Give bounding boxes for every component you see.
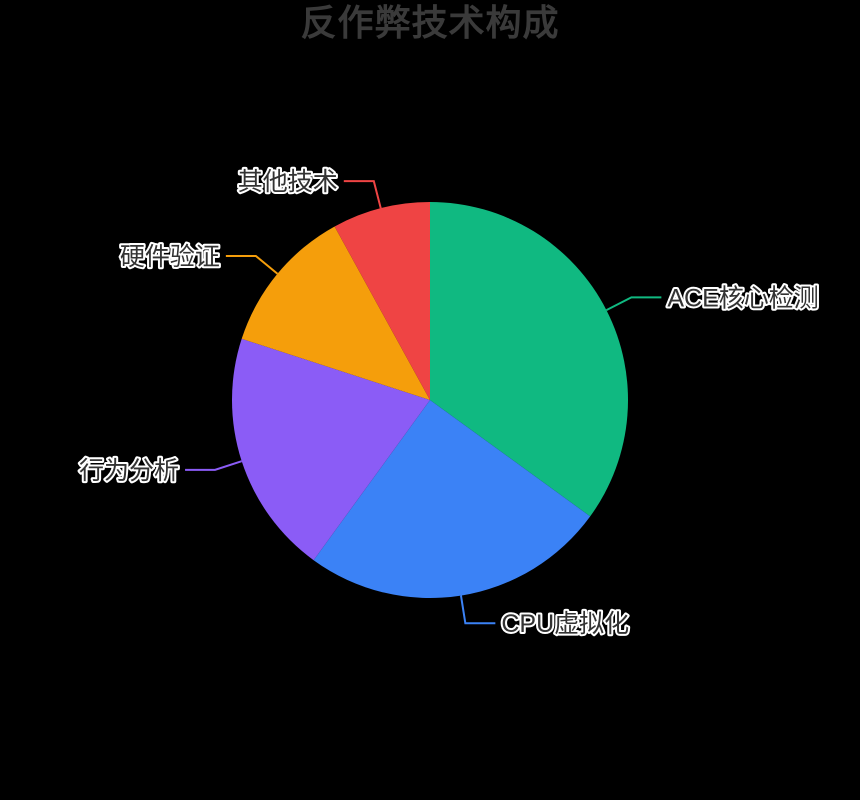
pie-slice-2[interactable] (231, 338, 430, 561)
label-line-3 (225, 254, 279, 275)
label-line-1 (459, 595, 496, 625)
pie-slice-0[interactable] (430, 201, 629, 517)
slice-label-0: ACE核心检测 (667, 284, 818, 312)
pie-slice-3[interactable] (241, 226, 430, 400)
label-line-0 (605, 296, 662, 312)
pie-slice-1[interactable] (313, 400, 591, 599)
pie-slice-4[interactable] (334, 202, 430, 400)
slice-label-1: CPU虚拟化 (501, 610, 629, 638)
label-lines-group (185, 180, 662, 625)
slice-labels-group: ACE核心检测 CPU虚拟化 行为分析 硬件验证 其他技术 (77, 166, 821, 640)
chart-title: 反作弊技术构成 (300, 2, 560, 43)
label-line-2 (185, 460, 242, 471)
slice-label-2: 行为分析 (79, 457, 179, 485)
slice-label-3: 硬件验证 (120, 243, 220, 271)
slice-label-4: 其他技术 (238, 168, 338, 196)
pie-slices-group (231, 201, 629, 599)
label-line-4 (343, 180, 382, 209)
